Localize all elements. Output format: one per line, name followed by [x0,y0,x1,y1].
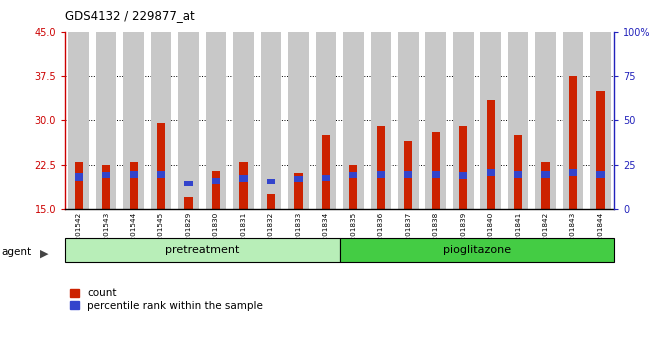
Bar [316,32,336,209]
Bar [541,171,550,178]
Bar [206,32,226,209]
Bar [597,91,604,209]
FancyBboxPatch shape [65,238,339,262]
Bar [597,171,604,178]
Bar [129,162,138,209]
Bar [404,141,412,209]
Bar [267,179,275,184]
Bar [322,175,330,181]
Bar [151,32,172,209]
Bar [212,178,220,184]
Bar [453,32,473,209]
Bar [261,32,281,209]
Legend: count, percentile rank within the sample: count, percentile rank within the sample [70,289,263,311]
Bar [536,32,556,209]
Bar [398,32,419,209]
Bar [322,135,330,209]
Bar [377,126,385,209]
Bar [590,32,611,209]
Bar [459,126,467,209]
Bar [294,176,302,182]
Bar [514,171,522,178]
Bar [185,181,192,187]
Bar [541,162,550,209]
Bar [239,175,248,182]
Bar [404,171,412,178]
Bar [370,32,391,209]
Text: pioglitazone: pioglitazone [443,245,511,255]
Bar [480,32,501,209]
Bar [178,32,199,209]
Bar [212,171,220,209]
Bar [487,100,495,209]
Bar [426,32,446,209]
Bar [487,169,495,176]
Bar [432,132,440,209]
Bar [102,165,110,209]
Bar [294,173,302,209]
FancyBboxPatch shape [339,238,614,262]
Bar [377,171,385,178]
Bar [96,32,116,209]
Bar [569,169,577,176]
Bar [68,32,89,209]
Bar [75,173,83,181]
Bar [102,172,110,178]
Bar [432,171,440,178]
Text: GDS4132 / 229877_at: GDS4132 / 229877_at [65,9,195,22]
Bar [233,32,254,209]
Bar [349,172,358,178]
Bar [267,194,275,209]
Bar [129,171,138,178]
Bar [124,32,144,209]
Text: pretreatment: pretreatment [165,245,239,255]
Bar [563,32,583,209]
Bar [514,135,522,209]
Bar [508,32,528,209]
Bar [157,171,165,178]
Bar [75,162,83,209]
Bar [349,165,358,209]
Bar [239,162,248,209]
Bar [157,123,165,209]
Bar [343,32,363,209]
Text: ▶: ▶ [40,249,49,258]
Bar [185,197,192,209]
Bar [459,172,467,179]
Text: agent: agent [1,247,31,257]
Bar [569,76,577,209]
Bar [288,32,309,209]
